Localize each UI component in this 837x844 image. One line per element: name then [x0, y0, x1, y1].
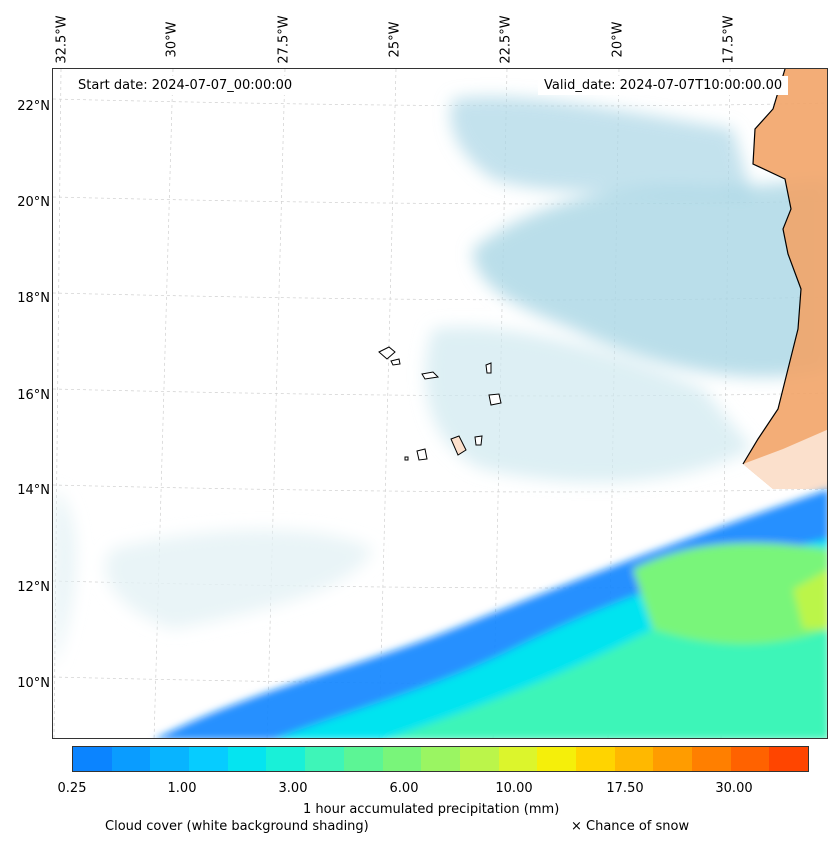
colorbar-tick: 10.00 [495, 781, 533, 796]
colorbar-cell [227, 747, 267, 771]
lat-label: 14°N [17, 483, 50, 498]
colorbar-tick: 1.00 [167, 781, 197, 796]
lon-label: 27.5°W [276, 15, 292, 64]
lon-label: 22.5°W [498, 15, 514, 64]
colorbar-cell [421, 747, 460, 771]
lon-label: 17.5°W [721, 15, 737, 64]
colorbar-cell [111, 747, 151, 771]
colorbar-cell [382, 747, 422, 771]
colorbar-cell [614, 747, 654, 771]
lat-label: 16°N [17, 388, 50, 403]
colorbar-tick: 6.00 [389, 781, 419, 796]
colorbar-cell [537, 747, 576, 771]
colorbar-cell [305, 747, 344, 771]
colorbar-cell [692, 747, 731, 771]
colorbar-tick: 30.00 [715, 781, 753, 796]
lat-label: 20°N [17, 195, 50, 210]
colorbar-cell [150, 747, 190, 771]
lon-label: 25°W [387, 21, 403, 58]
snow-caption: × Chance of snow [571, 819, 690, 834]
valid-date-label: Valid_date: 2024-07-07T10:00:00.00 [538, 76, 789, 95]
lon-label: 32.5°W [54, 15, 70, 64]
map-panel [52, 68, 828, 739]
colorbar-tick: 3.00 [278, 781, 308, 796]
colorbar-cell [730, 747, 770, 771]
start-date-label: Start date: 2024-07-07_00:00:00 [72, 76, 299, 95]
lat-label: 18°N [17, 291, 50, 306]
cloud-cover [53, 96, 827, 669]
map-canvas [53, 69, 827, 738]
cloud-cover-caption: Cloud cover (white background shading) [105, 819, 369, 834]
colorbar-cell [498, 747, 538, 771]
colorbar-tick: 0.25 [57, 781, 87, 796]
colorbar-label: 1 hour accumulated precipitation (mm) [303, 802, 560, 817]
precipitation-colorbar [72, 746, 809, 772]
colorbar-cell [769, 747, 809, 771]
lat-label: 22°N [17, 99, 50, 114]
cape-verde-islands [378, 346, 502, 461]
lat-label: 12°N [17, 580, 50, 595]
colorbar-cell [189, 747, 228, 771]
colorbar-cell [266, 747, 306, 771]
colorbar-cell [459, 747, 499, 771]
lat-label: 10°N [17, 676, 50, 691]
colorbar-cell [73, 747, 112, 771]
lon-label: 20°W [610, 21, 626, 58]
colorbar-cell [653, 747, 692, 771]
africa-land [742, 69, 827, 489]
colorbar-tick: 17.50 [606, 781, 644, 796]
colorbar-cell [575, 747, 615, 771]
precipitation [157, 489, 827, 738]
colorbar-cell [343, 747, 383, 771]
lon-label: 30°W [164, 21, 180, 58]
